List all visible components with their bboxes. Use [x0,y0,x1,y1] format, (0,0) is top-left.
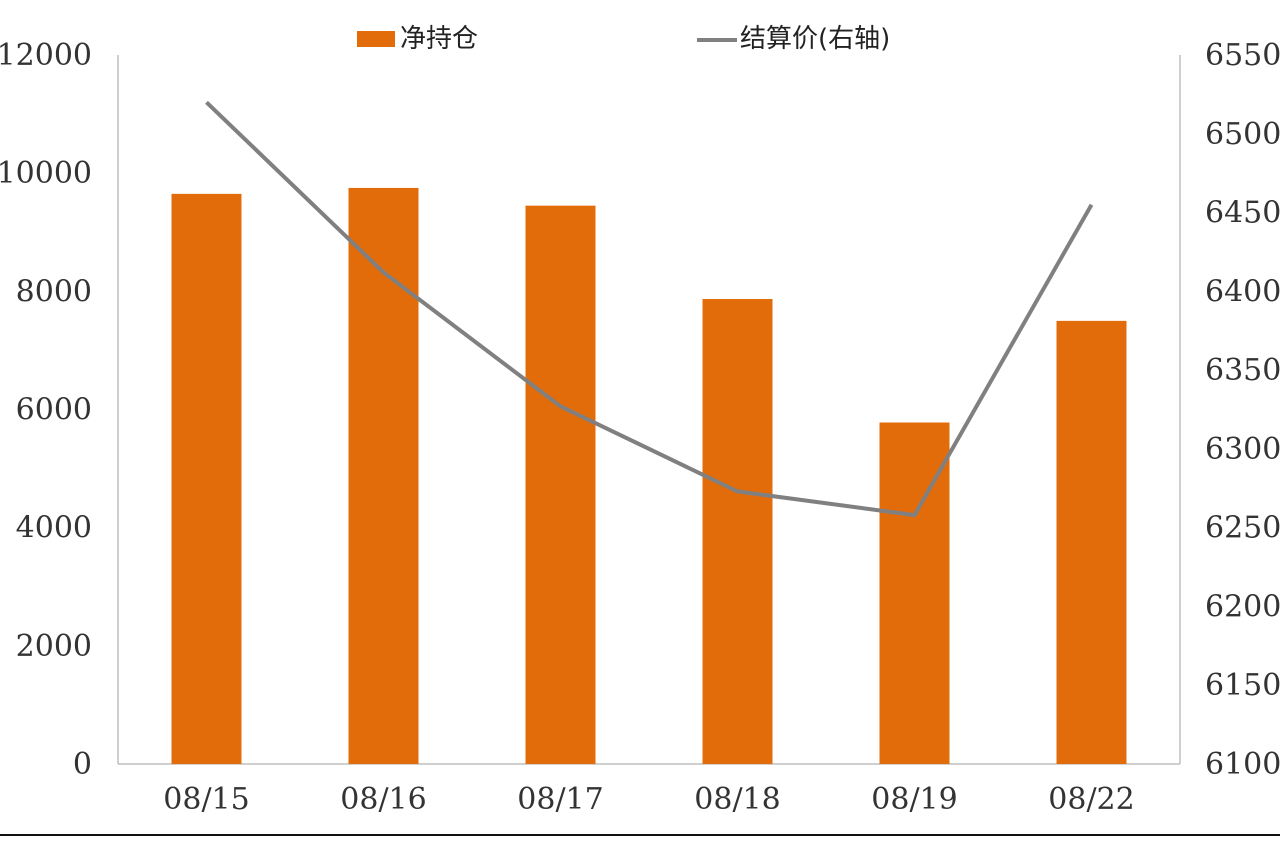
right-tick-label: 6300 [1205,432,1280,467]
x-tick-label: 08/18 [694,782,780,817]
left-tick-label: 8000 [16,274,92,309]
bar-08-16 [348,187,419,764]
left-tick-label: 4000 [16,511,92,546]
legend-label-settlement-price: 结算价(右轴) [740,24,890,54]
bar-08-18 [702,299,773,764]
legend: 净持仓 结算价(右轴) [357,24,890,54]
x-tick-label: 08/19 [871,782,957,817]
right-tick-label: 6500 [1205,117,1280,152]
line-series [205,100,1094,518]
left-tick-label: 12000 [0,38,92,73]
x-tick-label: 08/16 [340,782,426,817]
bottom-divider [0,834,1280,836]
right-tick-label: 6100 [1205,747,1280,782]
bar-08-15 [171,193,242,765]
right-axis-ticks: 6100 6150 6200 6250 6300 6350 6400 6450 6500 6550 [1205,38,1280,782]
right-tick-label: 6350 [1205,353,1280,388]
right-tick-label: 6200 [1205,589,1280,624]
legend-label-net-position: 净持仓 [400,24,478,54]
bar-series [171,187,1127,765]
left-tick-label: 2000 [16,629,92,664]
right-tick-label: 6450 [1205,196,1280,231]
left-axis-ticks: 0 2000 4000 6000 8000 10000 12000 [0,38,92,782]
right-tick-label: 6250 [1205,511,1280,546]
bar-08-17 [525,205,596,765]
bar-08-19 [879,422,950,764]
right-tick-label: 6400 [1205,274,1280,309]
left-tick-label: 10000 [0,156,92,191]
x-tick-label: 08/22 [1048,782,1134,817]
x-axis-ticks: 08/15 08/16 08/17 08/18 08/19 08/22 [163,782,1134,817]
right-tick-label: 6550 [1205,38,1280,73]
bar-08-22 [1056,320,1127,764]
settlement-price-line [205,100,1094,518]
left-tick-label: 6000 [16,393,92,428]
left-tick-label: 0 [73,747,92,782]
x-tick-label: 08/17 [517,782,603,817]
x-tick-label: 08/15 [163,782,249,817]
legend-swatch-net-position [357,31,395,47]
right-tick-label: 6150 [1205,668,1280,703]
